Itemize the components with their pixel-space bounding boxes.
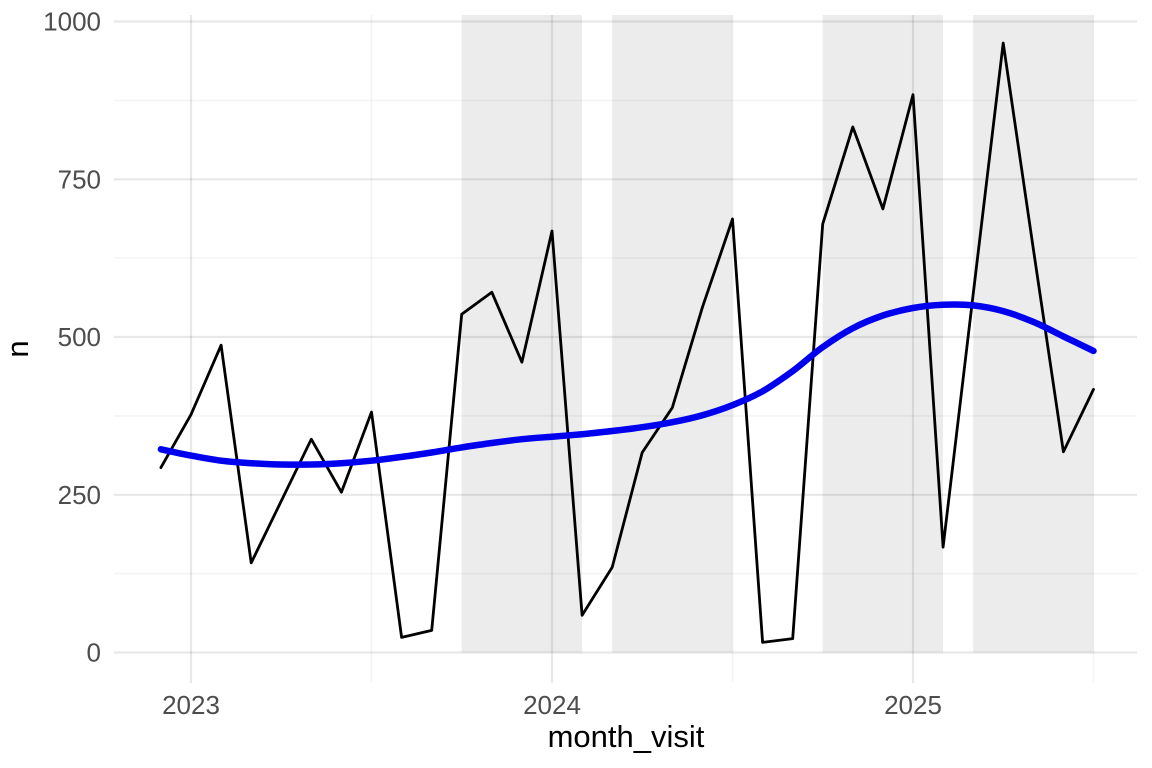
shaded-band <box>612 15 733 653</box>
loess-smooth-line <box>157 301 1097 468</box>
y-tick-label: 0 <box>87 638 101 668</box>
plot-panel: 2023 2024 2025 0 250 500 750 1000 <box>43 7 1137 720</box>
shaded-band <box>461 15 582 653</box>
y-tick-label: 250 <box>58 480 101 510</box>
x-tick-label: 2025 <box>884 690 942 720</box>
y-axis-title: n <box>0 340 35 357</box>
shaded-band <box>973 15 1094 653</box>
y-tick-label: 750 <box>58 164 101 194</box>
y-tick-label: 1000 <box>43 7 101 37</box>
monthly-count-line <box>159 41 1095 644</box>
x-axis-title: month_visit <box>548 719 705 754</box>
x-tick-label: 2024 <box>523 690 581 720</box>
x-tick-label: 2023 <box>162 690 220 720</box>
y-tick-label: 500 <box>58 322 101 352</box>
